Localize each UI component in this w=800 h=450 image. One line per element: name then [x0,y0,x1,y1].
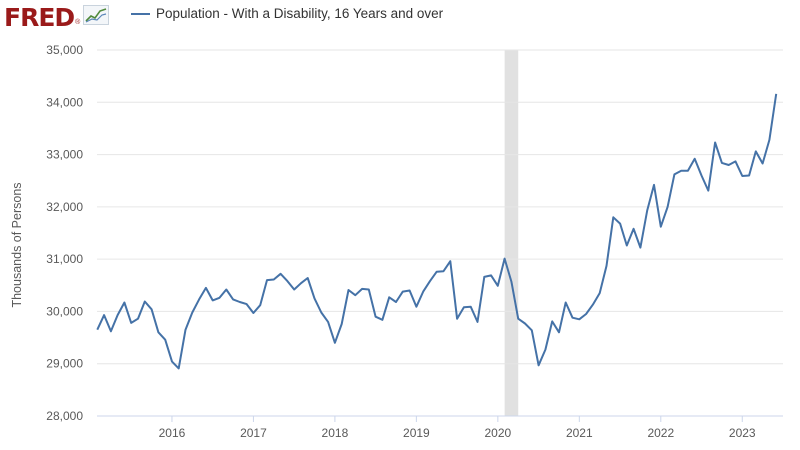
y-tick-label: 28,000 [46,409,83,423]
legend-swatch [131,12,150,15]
fred-logo[interactable]: FRED ® [4,2,110,32]
x-tick-label: 2020 [484,426,511,440]
recession-shading [504,50,519,416]
line-graph-icon [83,4,110,30]
y-tick-label: 29,000 [46,357,83,371]
x-axis [97,415,783,422]
x-tick-label: 2023 [729,426,756,440]
y-tick-label: 35,000 [46,43,83,57]
fred-logo-text: FRED [4,2,75,32]
x-axis-labels: 2016 2017 2018 2019 2020 2021 2022 2023 [159,426,756,440]
x-tick-label: 2018 [322,426,349,440]
series-layer [96,93,778,370]
x-tick-label: 2022 [647,426,674,440]
y-axis-title: Thousands of Persons [10,182,24,307]
x-tick-label: 2021 [566,426,593,440]
recession-shading-layer [504,50,519,416]
x-tick-label: 2019 [403,426,430,440]
x-tick-label: 2016 [159,426,186,440]
series-line[interactable] [96,93,778,370]
gridlines [97,49,783,417]
x-tick-label: 2017 [240,426,267,440]
y-tick-label: 31,000 [46,252,83,266]
y-tick-label: 32,000 [46,200,83,214]
chart-legend[interactable]: Population - With a Disability, 16 Years… [131,6,443,21]
y-axis-labels: 28,000 29,000 30,000 31,000 32,000 33,000 34,0… [46,43,83,423]
y-tick-label: 34,000 [46,95,83,109]
registered-mark: ® [75,19,81,26]
chart-header: FRED ® Population - With a Disability, 1… [0,0,800,34]
y-tick-label: 33,000 [46,148,83,162]
legend-label: Population - With a Disability, 16 Years… [156,6,444,21]
y-tick-label: 30,000 [46,304,83,318]
